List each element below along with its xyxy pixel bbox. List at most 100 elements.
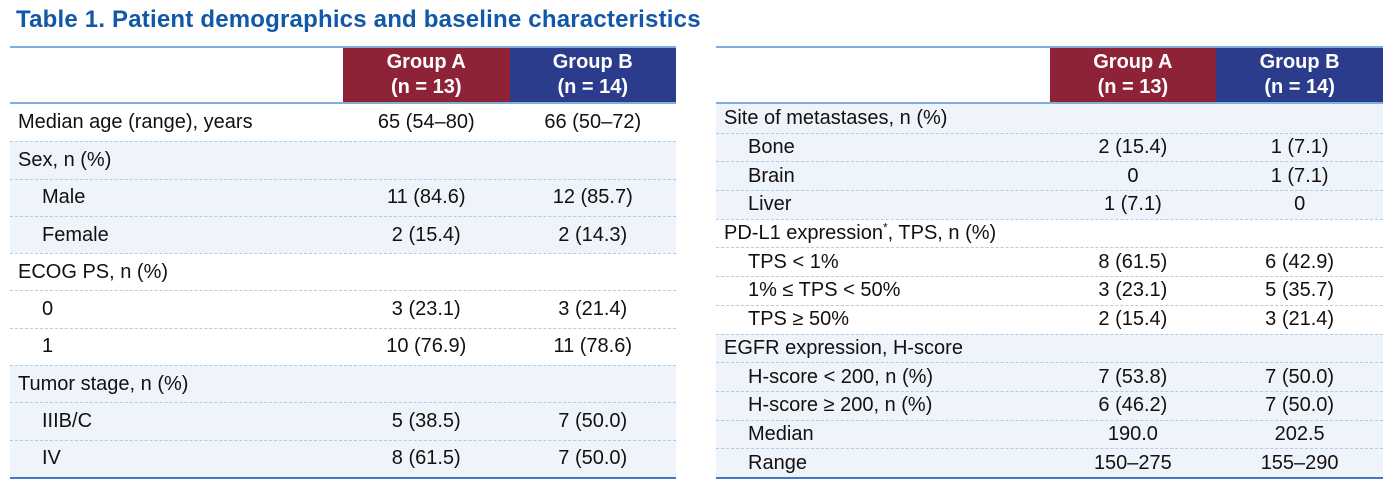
table-row: Brain 0 1 (7.1) (716, 161, 1383, 191)
table-row: PD-L1 expression*, TPS, n (%) (716, 218, 1383, 248)
table-row: Sex, n (%) (10, 141, 676, 179)
group-b-value: 3 (21.4) (1265, 308, 1335, 331)
group-a-header-cell: Group A (n = 13) (1049, 48, 1217, 102)
group-a-value: 190.0 (1107, 422, 1158, 445)
row-label: Median age (range), years (18, 111, 253, 134)
table-header-row: Group A (n = 13) Group B (n = 14) (716, 48, 1383, 104)
group-a-value: 6 (46.2) (1098, 394, 1168, 417)
group-b-value: 155–290 (1260, 451, 1339, 474)
table-header-row: Group A (n = 13) Group B (n = 14) (10, 48, 676, 104)
group-b-value: 1 (7.1) (1270, 136, 1329, 159)
table-row: EGFR expression, H-score (716, 333, 1383, 363)
table-row: 0 3 (23.1) 3 (21.4) (10, 290, 676, 328)
group-a-value: 3 (23.1) (391, 298, 461, 321)
table-row: Median age (range), years 65 (54–80) 66 (5… (10, 104, 676, 142)
table-row: TPS < 1% 8 (61.5) 6 (42.9) (716, 247, 1383, 277)
group-b-value: 6 (42.9) (1265, 250, 1335, 273)
table-row: ECOG PS, n (%) (10, 253, 676, 291)
group-a-value: 8 (61.5) (1098, 250, 1168, 273)
group-b-value: 1 (7.1) (1270, 164, 1329, 187)
row-label: Liver (748, 193, 792, 216)
footnote-asterisk: * (882, 220, 888, 235)
group-b-value: 66 (50–72) (544, 111, 642, 134)
group-b-n: (n = 14) (557, 76, 629, 98)
group-b-value: 7 (50.0) (1265, 365, 1335, 388)
header-label-spacer (716, 48, 1050, 102)
group-b-value: 0 (1294, 193, 1306, 216)
table-row: 1 10 (76.9) 11 (78.6) (10, 327, 676, 366)
group-a-value: 65 (54–80) (377, 111, 475, 134)
group-a-value: 11 (84.6) (386, 186, 466, 209)
table-row: Range 150–275 155–290 (716, 448, 1383, 477)
table-row: Tumor stage, n (%) (10, 365, 676, 403)
row-label: Bone (748, 136, 795, 159)
group-a-value: 3 (23.1) (1098, 279, 1168, 302)
group-b-value: 12 (85.7) (552, 186, 633, 209)
group-b-header-cell: Group B (n = 14) (509, 48, 676, 102)
table-row: 1% ≤ TPS < 50% 3 (23.1) 5 (35.7) (716, 276, 1383, 305)
table-body: Median age (range), years 65 (54–80) 66 (5… (10, 104, 676, 477)
table-row: IV 8 (61.5) 7 (50.0) (10, 439, 676, 477)
row-label: 1 (42, 335, 54, 358)
group-b-value: 3 (21.4) (558, 298, 628, 321)
header-label-spacer (10, 48, 343, 102)
group-b-n: (n = 14) (1264, 76, 1335, 98)
row-label: Site of metastases, n (%) (724, 106, 948, 129)
group-a-value: 1 (7.1) (1103, 193, 1162, 216)
group-a-value: 2 (15.4) (1098, 308, 1168, 331)
table-row: Site of metastases, n (%) (716, 104, 1383, 133)
group-b-name: Group B (1259, 51, 1340, 73)
table-row: Median 190.0 202.5 (716, 419, 1383, 449)
group-a-value: 5 (38.5) (391, 410, 461, 433)
group-b-header-cell: Group B (n = 14) (1216, 48, 1383, 102)
row-label: Brain (748, 164, 795, 187)
row-label: Male (42, 186, 86, 209)
table-body: Site of metastases, n (%) Bone 2 (15.4) 1 (… (716, 104, 1383, 477)
row-label: H-score < 200, n (%) (748, 365, 934, 388)
row-label: Range (748, 451, 807, 474)
row-label: IIIB/C (42, 410, 93, 433)
group-b-value: 7 (50.0) (1265, 394, 1335, 417)
row-label: 1% ≤ TPS < 50% (748, 279, 901, 302)
row-label: Median (748, 422, 814, 445)
demographics-table-left: Group A (n = 13) Group B (n = 14) Median… (10, 46, 676, 479)
row-label: EGFR expression, H-score (724, 336, 963, 359)
row-label: TPS ≥ 50% (748, 308, 850, 331)
group-a-name: Group A (386, 51, 466, 73)
row-label: PD-L1 expression*, TPS, n (%) (724, 220, 997, 245)
group-b-name: Group B (552, 51, 633, 73)
table-row: TPS ≥ 50% 2 (15.4) 3 (21.4) (716, 304, 1383, 334)
group-a-value: 2 (15.4) (1098, 136, 1168, 159)
group-b-value: 7 (50.0) (558, 447, 628, 470)
page-title: Table 1. Patient demographics and baseli… (16, 6, 701, 33)
demographics-table-right: Group A (n = 13) Group B (n = 14) Site o… (716, 46, 1383, 479)
row-label: Sex, n (%) (18, 148, 112, 171)
group-a-value: 2 (15.4) (391, 223, 461, 246)
table-row: IIIB/C 5 (38.5) 7 (50.0) (10, 402, 676, 440)
row-label: ECOG PS, n (%) (18, 260, 169, 283)
group-b-value: 5 (35.7) (1265, 279, 1335, 302)
table-row: Male 11 (84.6) 12 (85.7) (10, 178, 676, 216)
group-b-value: 202.5 (1274, 422, 1325, 445)
row-label: TPS < 1% (748, 250, 839, 273)
group-a-header-cell: Group A (n = 13) (343, 48, 510, 102)
group-b-value: 11 (78.6) (553, 335, 633, 358)
row-label: 0 (42, 298, 54, 321)
table-row: H-score < 200, n (%) 7 (53.8) 7 (50.0) (716, 362, 1383, 391)
group-a-value: 10 (76.9) (386, 335, 467, 358)
group-a-value: 150–275 (1093, 451, 1172, 474)
group-a-n: (n = 13) (1097, 76, 1169, 98)
group-a-value: 8 (61.5) (391, 447, 461, 470)
row-label: Female (42, 223, 109, 246)
row-label: IV (42, 447, 61, 470)
group-b-value: 2 (14.3) (558, 223, 628, 246)
table-row: Liver 1 (7.1) 0 (716, 190, 1383, 219)
table-row: H-score ≥ 200, n (%) 6 (46.2) 7 (50.0) (716, 390, 1383, 420)
group-b-value: 7 (50.0) (558, 410, 628, 433)
group-a-value: 0 (1127, 164, 1139, 187)
group-a-name: Group A (1093, 51, 1173, 73)
row-label: Tumor stage, n (%) (18, 372, 189, 395)
table-row: Bone 2 (15.4) 1 (7.1) (716, 132, 1383, 162)
group-a-value: 7 (53.8) (1098, 365, 1168, 388)
row-label: H-score ≥ 200, n (%) (748, 394, 933, 417)
